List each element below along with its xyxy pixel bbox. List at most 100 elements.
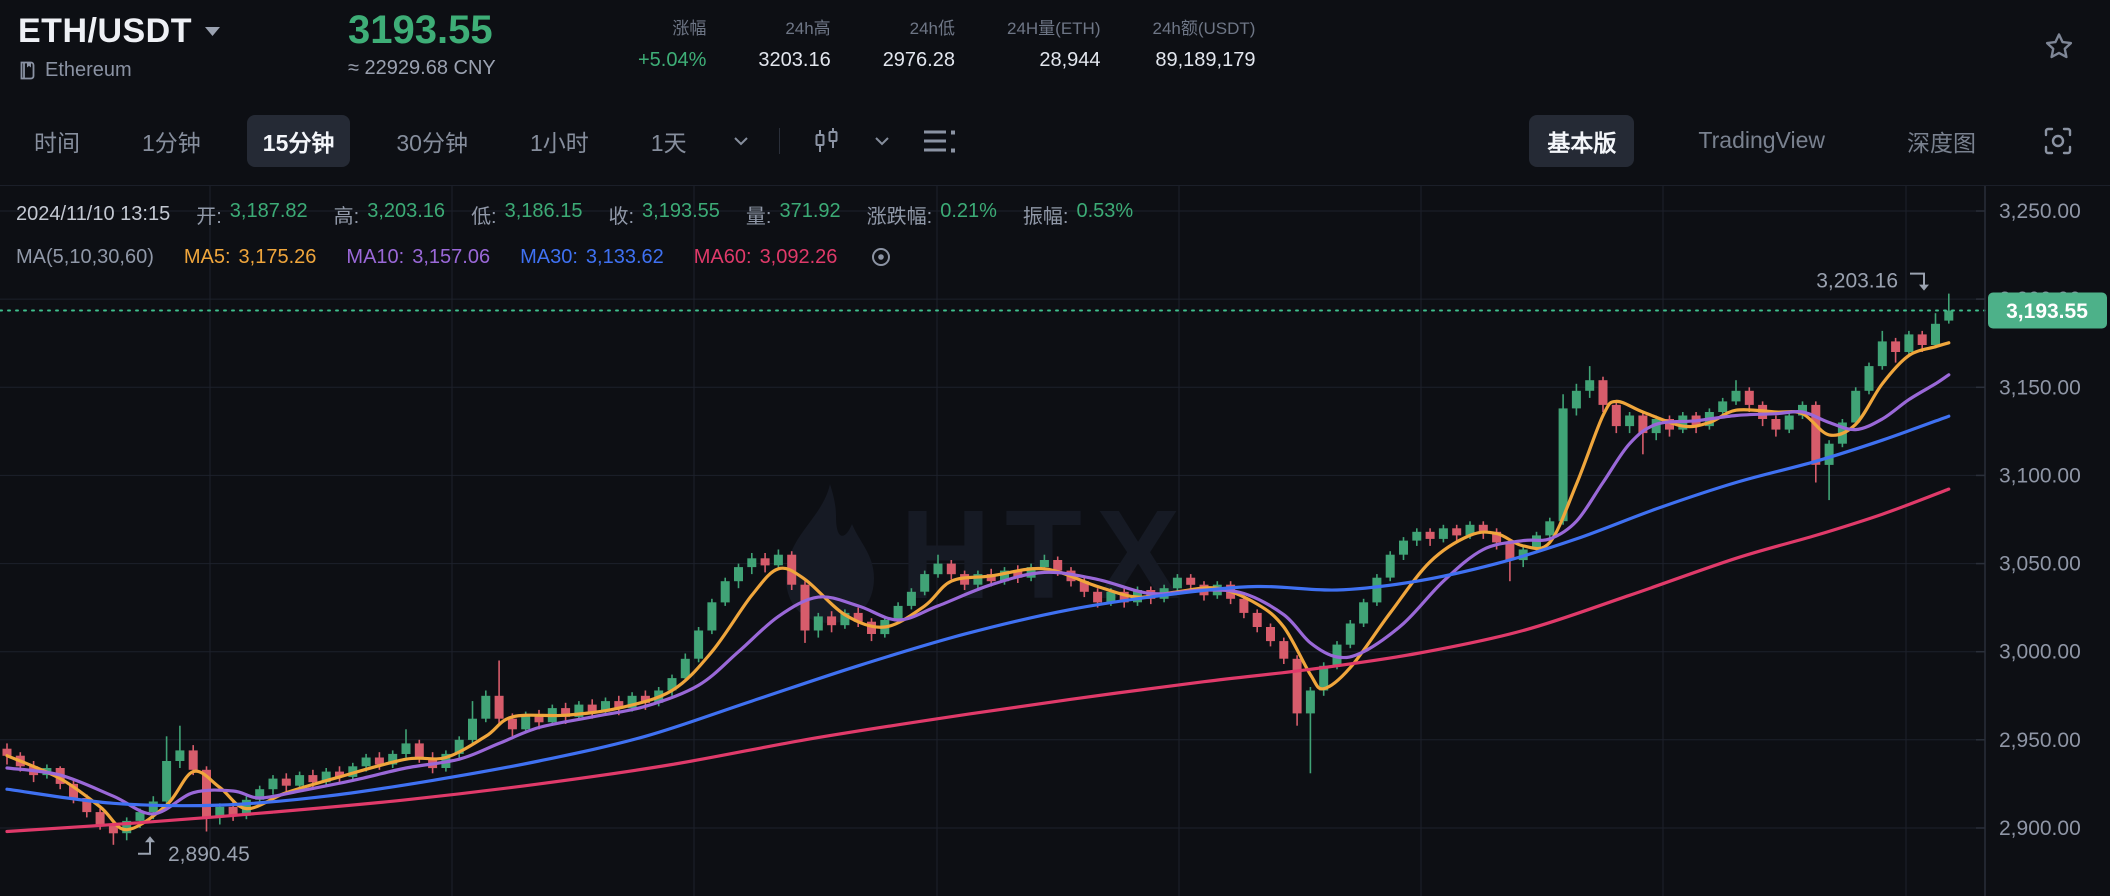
indicator-list-icon: [923, 130, 955, 152]
pair-dropdown-icon[interactable]: [204, 26, 221, 37]
ma-item-2: MA30: 3,133.62: [520, 246, 664, 269]
y-axis-label: 2,950.00: [1999, 729, 2081, 752]
view-tab-0[interactable]: 基本版: [1529, 114, 1635, 167]
candle-datetime: 2024/11/10 13:15: [16, 203, 171, 225]
field-value: 371.92: [779, 200, 841, 222]
field-label: 涨跌幅:: [866, 206, 933, 228]
pair-title: ETH/USDT: [18, 12, 192, 50]
indicators-button[interactable]: [920, 126, 958, 156]
ma-item-0: MA5: 3,175.26: [184, 246, 317, 269]
ma-value: 3,133.62: [585, 245, 664, 268]
y-axis-label: 3,100.00: [1999, 464, 2081, 487]
stat-value: 2976.28: [882, 49, 955, 71]
session-high-annotation: 3,203.16: [1816, 270, 1929, 293]
ma-info-bar: MA(5,10,30,60) MA5: 3,175.26 MA10: 3,157.06…: [16, 243, 895, 271]
stat-value: 28,944: [1039, 49, 1101, 71]
pair-selector[interactable]: ETH/USDT: [18, 12, 318, 51]
stat-3: 24H量(ETH) 28,944: [1007, 14, 1101, 72]
interval-toolbar: 时间 1分钟 15分钟 30分钟 1小时 1天: [18, 114, 958, 167]
ohlc-field-6: 振幅: 0.53%: [1023, 200, 1133, 229]
view-tab-1[interactable]: TradingView: [1698, 127, 1825, 153]
stat-2: 24h低 2976.28: [883, 14, 955, 72]
interval-tab-30分钟[interactable]: 30分钟: [396, 129, 468, 156]
chart-toolbar: 时间 1分钟 15分钟 30分钟 1小时 1天: [0, 96, 2110, 186]
network-name: Ethereum: [45, 59, 132, 81]
interval-tab-1小时[interactable]: 1小时: [529, 129, 589, 156]
interval-tab-15分钟[interactable]: 15分钟: [246, 114, 351, 167]
field-label: 开:: [196, 206, 222, 228]
field-value: 3,193.55: [642, 200, 720, 222]
field-value: 3,187.82: [229, 200, 308, 222]
ma-values: MA5: 3,175.26 MA10: 3,157.06 MA30: 3,133.62 MA…: [184, 246, 838, 269]
ohlc-fields: 开: 3,187.82 高: 3,203.16 低: 3,186.15 收: 3,193.55…: [196, 200, 1133, 229]
ticker-header: ETH/USDT Ethereum 3193.55 ≈ 22929.68 CNY…: [0, 0, 2110, 96]
ma-visibility-toggle[interactable]: [867, 243, 895, 271]
ma-line-ma60: [5, 487, 1951, 834]
view-tab-2[interactable]: 深度图: [1907, 129, 1976, 156]
ma-group-label: MA(5,10,30,60): [16, 245, 154, 268]
stat-4: 24h额(USDT) 89,189,179: [1153, 14, 1256, 72]
field-label: 振幅:: [1022, 206, 1069, 228]
stat-label: 24h高: [785, 19, 831, 38]
chart-type-chevron-down-icon[interactable]: [874, 136, 890, 146]
chart-type-button[interactable]: [810, 124, 844, 158]
field-value: 3,203.16: [367, 200, 446, 222]
ticker-stats: 涨幅 +5.04% 24h高 3203.16 24h低 2976.28 24H量(ETH) 2…: [638, 14, 1255, 72]
field-value: 3,186.15: [504, 200, 583, 222]
pair-block: ETH/USDT Ethereum: [18, 12, 318, 82]
stat-value: +5.04%: [638, 49, 707, 71]
ohlc-field-4: 量: 371.92: [746, 200, 841, 229]
ohlc-field-2: 低: 3,186.15: [471, 200, 582, 229]
ma-item-3: MA60: 3,092.26: [694, 246, 838, 269]
price-axis[interactable]: 3,250.003,200.003,150.003,100.003,050.00…: [1976, 186, 2081, 896]
network-row: Ethereum: [18, 59, 318, 82]
view-toolbar: 基本版 TradingView 深度图: [1529, 114, 2076, 167]
ma-label: MA60:: [693, 245, 752, 268]
book-icon: [20, 61, 35, 80]
y-axis-label: 3,150.00: [1999, 376, 2081, 399]
price-block: 3193.55 ≈ 22929.68 CNY: [348, 8, 578, 80]
star-icon: [2045, 33, 2073, 59]
ohlc-field-1: 高: 3,203.16: [334, 200, 445, 229]
ohlc-field-3: 收: 3,193.55: [608, 200, 719, 229]
session-low-annotation: 2,890.45: [138, 836, 250, 866]
stat-label: 涨幅: [672, 19, 707, 38]
ma-label: MA5:: [183, 245, 231, 268]
current-price-tag: 3,193.55: [1988, 292, 2107, 329]
stat-label: 24h额(USDT): [1152, 19, 1256, 38]
ma-value: 3,157.06: [412, 245, 491, 268]
toolbar-divider: [778, 127, 780, 154]
y-axis-label: 3,000.00: [1999, 641, 2081, 664]
stat-label: 24H量(ETH): [1006, 19, 1101, 38]
svg-text:3,193.55: 3,193.55: [2006, 300, 2088, 323]
y-axis-label: 3,250.00: [1999, 200, 2081, 223]
stat-1: 24h高 3203.16: [758, 14, 830, 72]
camera-frame-icon: [2044, 127, 2072, 154]
ma-value: 3,092.26: [759, 245, 838, 268]
ohlc-field-5: 涨跌幅: 0.21%: [867, 200, 997, 229]
ohlc-info-bar: 2024/11/10 13:15 开: 3,187.82 高: 3,203.16 低: 3…: [16, 200, 1133, 229]
stat-0: 涨幅 +5.04%: [638, 14, 706, 72]
candlestick-chart[interactable]: HTX3,250.003,200.003,150.003,100.003,050…: [0, 186, 2110, 896]
interval-tab-1天[interactable]: 1天: [650, 129, 687, 156]
field-label: 低:: [471, 206, 497, 228]
ohlc-field-0: 开: 3,187.82: [196, 200, 307, 229]
favorite-button[interactable]: [2038, 26, 2080, 70]
snapshot-button[interactable]: [2040, 123, 2076, 159]
stat-label: 24h低: [909, 19, 955, 38]
interval-tabs: 时间 1分钟 15分钟 30分钟 1小时 1天: [18, 114, 703, 167]
stat-value: 89,189,179: [1155, 49, 1256, 71]
stat-value: 3203.16: [758, 49, 831, 71]
candlestick-chart-icon: [815, 127, 838, 152]
interval-tab-时间[interactable]: 时间: [34, 129, 80, 156]
view-tabs: 基本版 TradingView 深度图: [1529, 114, 1994, 167]
field-value: 0.53%: [1076, 200, 1134, 222]
fiat-price: ≈ 22929.68 CNY: [348, 57, 496, 79]
ma-item-1: MA10: 3,157.06: [346, 246, 490, 269]
ma-line-ma10: [5, 373, 1951, 816]
eye-icon: [872, 248, 891, 266]
interval-tab-1分钟[interactable]: 1分钟: [142, 129, 201, 156]
interval-chevron-down-icon[interactable]: [733, 136, 749, 146]
y-axis-label: 2,900.00: [1999, 817, 2081, 840]
